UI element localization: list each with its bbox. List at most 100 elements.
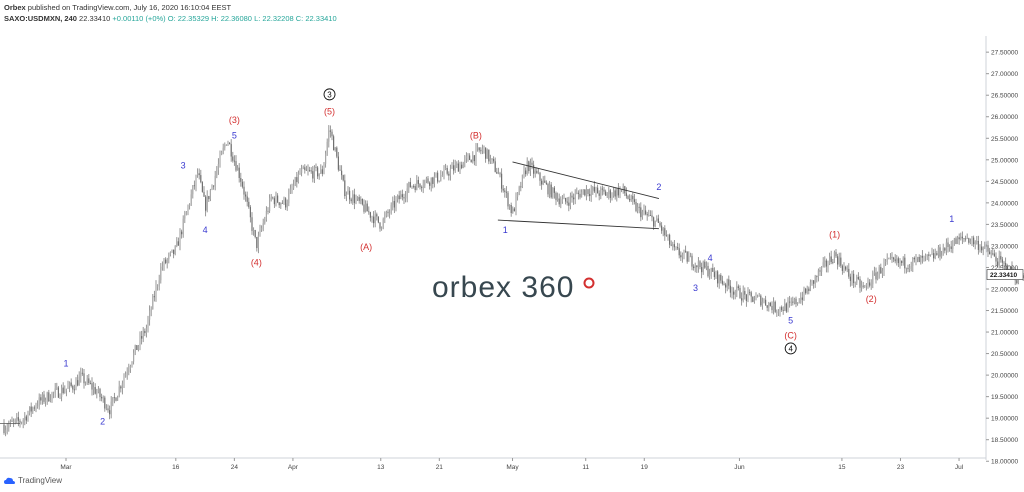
candle-body bbox=[568, 202, 570, 206]
candle-body bbox=[126, 372, 128, 374]
candle-body bbox=[998, 256, 1000, 266]
candle-body bbox=[741, 298, 743, 301]
candle-body bbox=[526, 161, 528, 175]
current-price-label: 22.33410 bbox=[990, 272, 1017, 279]
candle-body bbox=[24, 416, 26, 420]
candle-body bbox=[629, 198, 631, 201]
candle-body bbox=[974, 241, 976, 245]
wave-label: 5 bbox=[232, 130, 237, 140]
price-tick-label: 21.50000 bbox=[991, 308, 1018, 315]
candle-body bbox=[11, 420, 13, 422]
candle-body bbox=[213, 185, 215, 187]
candle-body bbox=[641, 211, 643, 218]
candle-body bbox=[174, 246, 176, 255]
candle-body bbox=[161, 266, 163, 268]
candle-body bbox=[299, 172, 301, 174]
candle-body bbox=[785, 303, 787, 312]
candle-body bbox=[411, 186, 413, 188]
candle-body bbox=[365, 203, 367, 212]
candle-body bbox=[323, 163, 325, 174]
candle-body bbox=[848, 268, 850, 277]
candle-body bbox=[525, 170, 527, 175]
candle-body bbox=[425, 178, 427, 181]
candle-body bbox=[747, 291, 749, 301]
candle-body bbox=[707, 265, 709, 277]
candle-body bbox=[25, 416, 27, 421]
candle-body bbox=[744, 291, 746, 295]
candle-body bbox=[493, 159, 495, 162]
watermark: orbex 360 bbox=[432, 271, 595, 304]
candle-body bbox=[809, 282, 811, 292]
candle-body bbox=[256, 237, 258, 249]
candle-body bbox=[553, 187, 555, 193]
candle-body bbox=[573, 197, 575, 200]
candle-body bbox=[913, 257, 915, 260]
candle-body bbox=[38, 397, 40, 406]
candle-body bbox=[685, 250, 687, 252]
candle-body bbox=[6, 427, 8, 430]
candle-body bbox=[515, 196, 517, 212]
candle-body bbox=[19, 420, 21, 423]
candle-body bbox=[326, 141, 328, 154]
candle-body bbox=[502, 188, 504, 191]
candle-body bbox=[273, 198, 275, 205]
candle-body bbox=[843, 266, 845, 271]
candle-body bbox=[893, 257, 895, 260]
candle-body bbox=[681, 254, 683, 258]
candle-body bbox=[832, 261, 834, 263]
wave-label: 4 bbox=[708, 253, 713, 263]
candle-body bbox=[171, 249, 173, 253]
candle-body bbox=[145, 328, 147, 334]
candle-body bbox=[523, 170, 525, 175]
published-text: published on TradingView.com, July 16, 2… bbox=[27, 3, 232, 12]
candle-body bbox=[929, 254, 931, 256]
candle-body bbox=[499, 173, 501, 175]
candle-body bbox=[485, 147, 487, 159]
candle-body bbox=[795, 298, 797, 304]
candle-body bbox=[65, 388, 67, 391]
wave-label: (3) bbox=[229, 115, 240, 125]
candle-body bbox=[219, 154, 221, 165]
wave-label: (1) bbox=[829, 229, 840, 239]
candle-body bbox=[317, 167, 319, 177]
candle-body bbox=[193, 185, 195, 187]
candle-body bbox=[169, 252, 171, 255]
candle-body bbox=[870, 284, 872, 286]
candle-body bbox=[817, 270, 819, 278]
wave-label: 3 bbox=[181, 160, 186, 170]
candle-body bbox=[240, 177, 242, 182]
candle-body bbox=[449, 168, 451, 176]
candle-body bbox=[230, 144, 232, 157]
candle-body bbox=[670, 244, 672, 246]
candle-body bbox=[777, 311, 779, 313]
time-tick-label: May bbox=[506, 464, 519, 471]
candle-body bbox=[614, 190, 616, 197]
candle-body bbox=[957, 237, 959, 245]
candle-body bbox=[405, 196, 407, 199]
candle-body bbox=[413, 186, 415, 187]
price-tick-label: 27.00000 bbox=[991, 71, 1018, 78]
candle-body bbox=[949, 246, 951, 248]
candle-body bbox=[944, 248, 946, 251]
candle-body bbox=[955, 238, 957, 245]
candle-body bbox=[353, 194, 355, 204]
candle-body bbox=[115, 397, 117, 401]
candle-body bbox=[477, 147, 479, 149]
candle-body bbox=[182, 218, 184, 235]
candle-body bbox=[598, 193, 600, 196]
candle-body bbox=[760, 295, 762, 306]
candle-body bbox=[109, 410, 111, 415]
candle-body bbox=[976, 240, 978, 242]
candle-body bbox=[238, 167, 240, 178]
publisher-name: Orbex bbox=[4, 3, 26, 12]
candle-body bbox=[595, 187, 597, 192]
candle-body bbox=[952, 245, 954, 249]
candle-body bbox=[717, 271, 719, 284]
wave-label: 4 bbox=[203, 225, 208, 235]
candle-body bbox=[888, 258, 890, 260]
candle-body bbox=[643, 210, 645, 212]
candle-body bbox=[806, 288, 808, 294]
candle-body bbox=[849, 276, 851, 281]
tradingview-brand[interactable]: TradingView bbox=[18, 476, 63, 485]
